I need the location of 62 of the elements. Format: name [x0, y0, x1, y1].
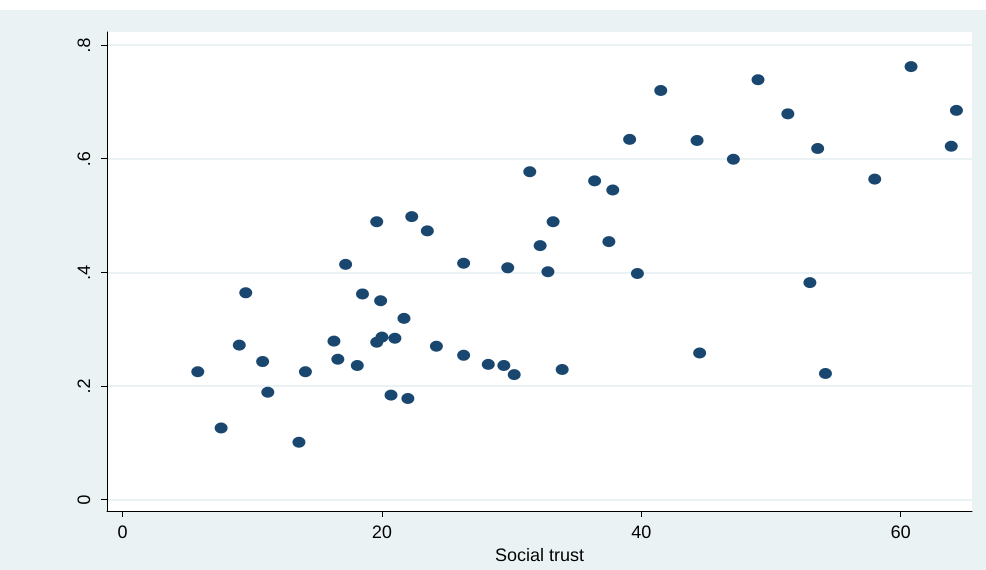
point — [327, 336, 340, 347]
point — [781, 108, 794, 120]
x-tick-label: 40 — [631, 522, 652, 542]
point — [384, 390, 398, 401]
point — [546, 216, 560, 228]
point — [375, 332, 388, 343]
point — [541, 266, 554, 278]
point — [803, 277, 816, 288]
point — [256, 356, 270, 368]
point — [501, 262, 514, 274]
x-axis-title: Social trust — [494, 544, 584, 565]
point — [508, 369, 521, 380]
point — [588, 175, 602, 186]
point — [630, 268, 644, 279]
point — [752, 74, 765, 86]
point — [339, 258, 352, 270]
point — [556, 364, 569, 376]
point — [261, 386, 274, 398]
point — [430, 340, 443, 352]
point — [690, 135, 704, 146]
point — [654, 85, 668, 96]
point — [811, 142, 824, 154]
point — [239, 287, 252, 298]
point — [388, 332, 402, 344]
point — [726, 154, 740, 165]
point — [374, 295, 388, 306]
point — [405, 211, 418, 222]
point — [497, 360, 510, 372]
point — [693, 348, 706, 359]
point — [904, 61, 918, 72]
point — [457, 350, 470, 361]
y-tick-label: .8 — [74, 38, 94, 53]
y-tick-label: .6 — [74, 151, 94, 166]
y-tick-label: .4 — [74, 264, 94, 280]
point — [944, 140, 958, 152]
point — [523, 166, 536, 178]
point — [350, 360, 364, 372]
point — [950, 104, 963, 116]
point — [214, 422, 228, 434]
point — [482, 358, 495, 370]
x-tick-label: 0 — [118, 522, 128, 542]
point — [818, 368, 832, 379]
point — [602, 236, 616, 248]
point — [606, 184, 620, 196]
x-tick-label: 60 — [890, 522, 911, 542]
y-tick-label: .2 — [74, 378, 94, 394]
point — [420, 225, 434, 236]
point — [292, 436, 306, 448]
point — [457, 258, 470, 269]
y-tick-label: 0 — [74, 494, 94, 505]
point — [534, 240, 547, 252]
x-tick-label: 20 — [372, 522, 392, 542]
point — [397, 312, 410, 324]
point — [356, 288, 369, 300]
point — [623, 134, 636, 145]
point — [298, 366, 312, 378]
point — [191, 366, 204, 378]
point — [868, 174, 882, 185]
point — [401, 392, 414, 404]
point — [232, 340, 246, 351]
point — [370, 216, 384, 228]
point — [331, 354, 344, 365]
